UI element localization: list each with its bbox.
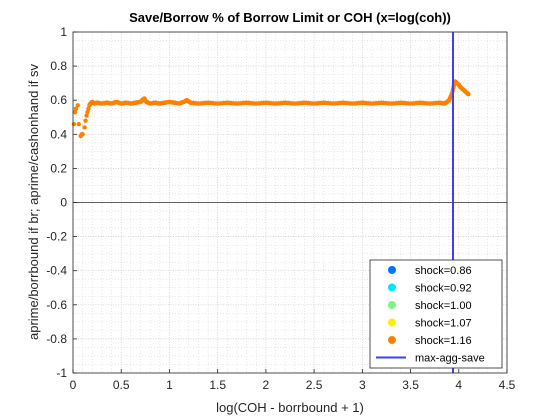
legend-label: shock=0.86 <box>415 265 472 277</box>
legend-label: max-agg-save <box>415 353 485 365</box>
legend-label: shock=1.07 <box>415 318 472 330</box>
y-tick-label: -0.4 <box>46 264 67 278</box>
data-point <box>75 103 81 108</box>
data-point <box>85 109 90 115</box>
data-point <box>466 92 471 97</box>
legend-label: shock=1.00 <box>415 300 472 312</box>
y-ticks: -1 -0.8 -0.6 -0.4 -0.2 0 0.2 0.4 0.6 0.8 1 <box>46 25 77 380</box>
data-point <box>76 121 81 127</box>
y-tick-label: 0.4 <box>50 127 67 141</box>
legend: shock=0.86 shock=0.92 shock=1.00 shock=1.07… <box>369 259 503 369</box>
legend-marker <box>388 283 396 292</box>
legend-marker <box>388 336 396 344</box>
legend-label: shock=1.16 <box>415 335 472 347</box>
x-ticks: 0 0.5 1 1.5 2 2.5 3 3.5 4 4.5 <box>70 369 516 392</box>
data-point <box>82 125 87 130</box>
y-tick-label: -0.6 <box>46 298 67 312</box>
data-point <box>72 109 78 115</box>
y-tick-label: -0.8 <box>46 332 67 346</box>
x-axis-label: log(COH - borrbound + 1) <box>216 400 364 415</box>
data-point <box>71 121 77 127</box>
legend-marker <box>388 301 396 309</box>
legend-marker <box>388 318 396 327</box>
y-tick-label: -0.2 <box>46 230 67 244</box>
x-tick-label: 0.5 <box>113 378 130 392</box>
x-tick-label: 1.5 <box>209 378 226 392</box>
chart-title: Save/Borrow % of Borrow Limit or COH (x=… <box>129 10 451 25</box>
x-tick-label: 0 <box>70 378 77 392</box>
y-axis-label: aprime/borrbound if br; aprime/cashonhan… <box>26 63 41 340</box>
x-tick-label: 4 <box>455 378 462 392</box>
y-tick-label: 1 <box>60 25 67 39</box>
data-points <box>71 79 471 139</box>
data-point <box>73 106 79 111</box>
legend-box <box>369 259 503 369</box>
y-tick-label: 0.8 <box>50 59 67 73</box>
y-tick-label: 0.2 <box>50 161 67 175</box>
minor-grid <box>73 32 507 373</box>
data-point <box>86 106 91 111</box>
x-tick-label: 1 <box>166 378 173 392</box>
y-tick-label: 0.6 <box>50 93 67 107</box>
data-point <box>84 113 89 118</box>
y-tick-label: 0 <box>60 196 67 210</box>
y-tick-label: -1 <box>56 366 67 380</box>
x-tick-label: 2 <box>263 378 270 392</box>
data-point <box>80 132 85 137</box>
x-tick-label: 2.5 <box>306 378 323 392</box>
x-tick-label: 4.5 <box>499 378 516 392</box>
x-tick-label: 3.5 <box>402 378 419 392</box>
legend-label: shock=0.92 <box>415 283 472 295</box>
data-point <box>83 118 88 123</box>
x-tick-label: 3 <box>359 378 366 392</box>
legend-marker <box>388 266 396 274</box>
